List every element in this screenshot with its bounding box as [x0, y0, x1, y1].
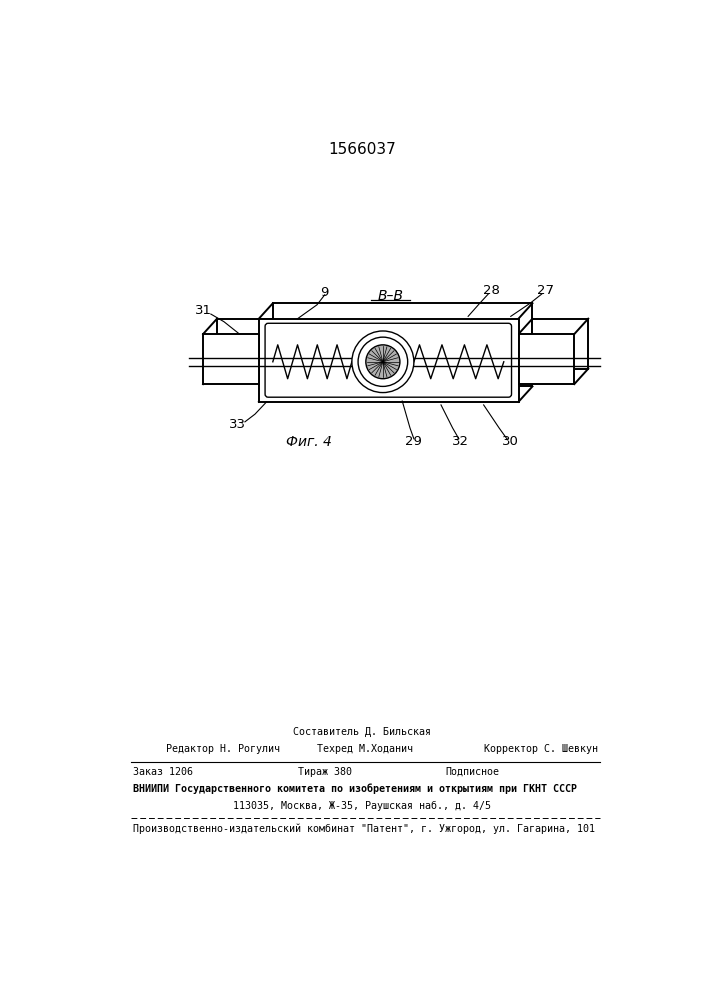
Text: Составитель Д. Бильская: Составитель Д. Бильская	[293, 727, 431, 737]
Text: 31: 31	[194, 304, 211, 317]
Circle shape	[366, 345, 400, 379]
Text: ВНИИПИ Государственного комитета по изобретениям и открытиям при ГКНТ СССР: ВНИИПИ Государственного комитета по изоб…	[134, 784, 578, 794]
Text: Редактор Н. Рогулич: Редактор Н. Рогулич	[166, 744, 280, 754]
Text: Корректор С. Шевкун: Корректор С. Шевкун	[484, 744, 597, 754]
Text: 1566037: 1566037	[328, 142, 396, 157]
Text: Подписное: Подписное	[445, 767, 499, 777]
Circle shape	[358, 337, 408, 386]
Text: 29: 29	[405, 435, 422, 448]
Text: Фиг. 4: Фиг. 4	[286, 435, 332, 449]
Bar	[518, 334, 574, 384]
FancyBboxPatch shape	[265, 323, 512, 397]
Text: 9: 9	[320, 286, 329, 299]
Bar	[203, 334, 259, 384]
Bar	[273, 303, 532, 386]
Text: 32: 32	[452, 435, 469, 448]
Text: Заказ 1206: Заказ 1206	[134, 767, 193, 777]
Circle shape	[352, 331, 414, 393]
Bar	[217, 319, 273, 369]
Text: Техред М.Ходанич: Техред М.Ходанич	[317, 744, 413, 754]
Text: 33: 33	[228, 418, 245, 431]
Text: Производственно-издательский комбинат "Патент", г. Ужгород, ул. Гагарина, 101: Производственно-издательский комбинат "П…	[134, 824, 595, 834]
Bar	[532, 319, 588, 369]
Text: 113035, Москва, Ж-35, Раушская наб., д. 4/5: 113035, Москва, Ж-35, Раушская наб., д. …	[233, 801, 491, 811]
Text: 30: 30	[502, 435, 519, 448]
Text: 27: 27	[537, 284, 554, 297]
Bar	[259, 319, 518, 402]
Text: Тираж 380: Тираж 380	[298, 767, 351, 777]
Text: 28: 28	[483, 284, 500, 297]
Text: В–В: В–В	[378, 289, 404, 303]
